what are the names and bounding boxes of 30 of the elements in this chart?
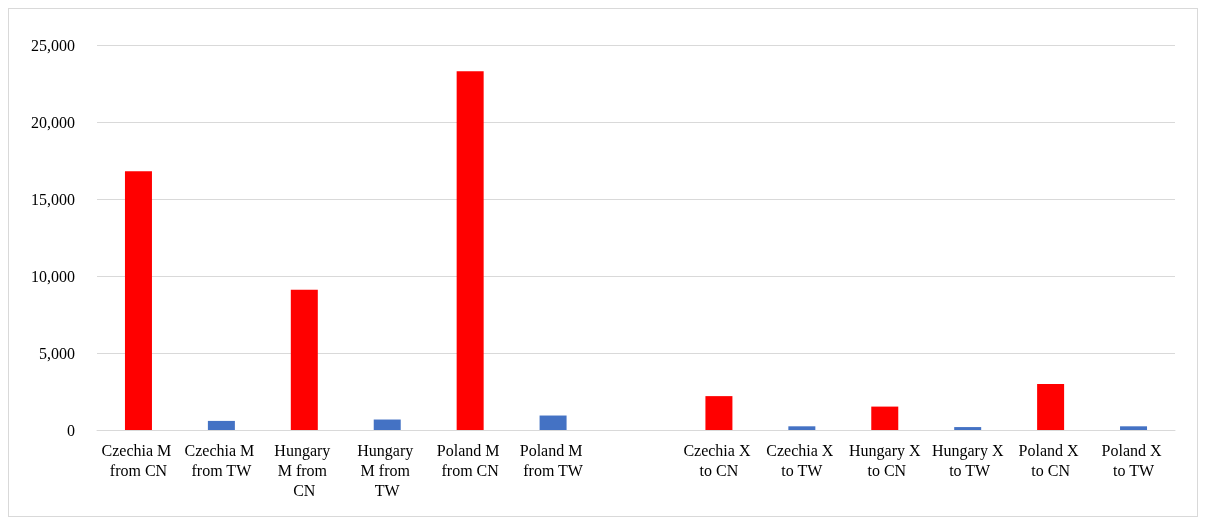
- bar: [954, 427, 982, 430]
- x-tick-label: Poland X to CN: [1018, 441, 1083, 479]
- x-tick-label: Hungary X to TW: [931, 441, 1004, 479]
- bar: [373, 419, 401, 430]
- bar: [1120, 426, 1148, 430]
- x-tick-label: Czechia M from CN: [101, 441, 176, 479]
- x-tick-label: Hungary X to CN: [849, 441, 921, 479]
- bar: [456, 71, 484, 430]
- y-tick-label: 15,000: [31, 190, 75, 208]
- bar: [290, 289, 318, 430]
- bar: [207, 420, 235, 430]
- y-tick-label: 10,000: [31, 267, 75, 285]
- bar: [705, 396, 733, 430]
- x-tick-label: Poland X to TW: [1101, 441, 1166, 479]
- x-tick-label: Czechia M from TW: [184, 441, 259, 479]
- bar: [788, 426, 816, 430]
- y-tick-label: 5,000: [39, 344, 75, 362]
- bar: [1037, 384, 1065, 430]
- y-tick-label: 0: [67, 421, 75, 439]
- x-tick-label: Hungary M from CN: [274, 441, 335, 499]
- x-tick-label: Poland M from TW: [519, 441, 587, 479]
- bar: [539, 415, 567, 430]
- x-tick-label: Czechia X to CN: [683, 441, 755, 479]
- y-tick-label: 20,000: [31, 113, 75, 131]
- x-tick-label: Czechia X to TW: [766, 441, 838, 479]
- y-tick-label: 25,000: [31, 36, 75, 54]
- bar: [124, 171, 152, 430]
- x-tick-label: Hungary M from TW: [357, 441, 418, 499]
- bar: [871, 406, 899, 430]
- x-tick-label: Poland M from CN: [436, 441, 504, 479]
